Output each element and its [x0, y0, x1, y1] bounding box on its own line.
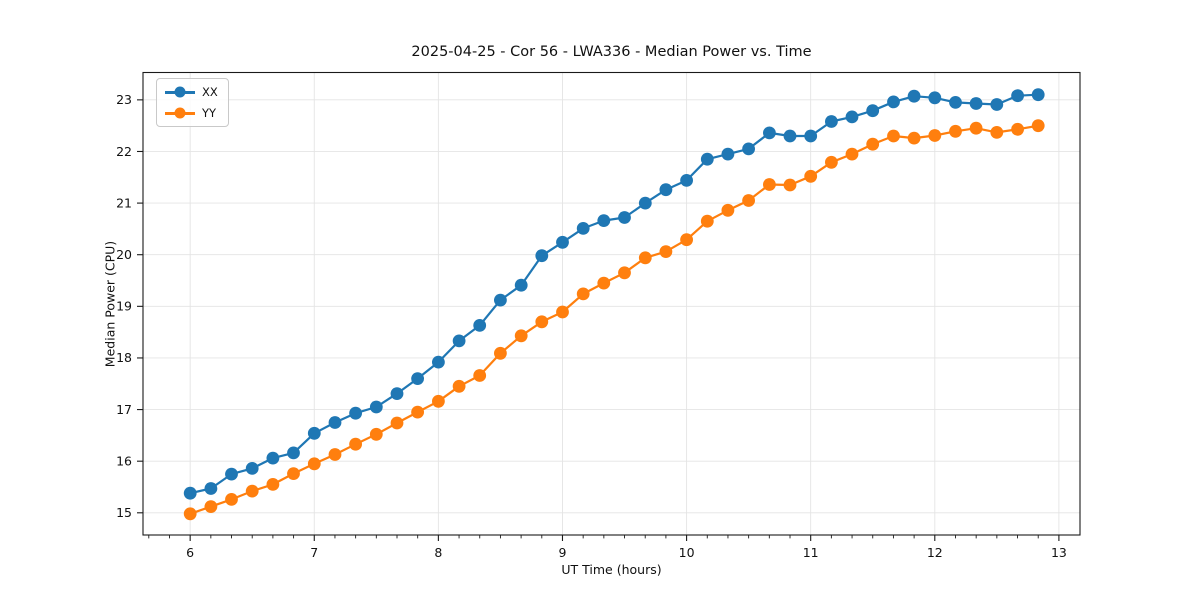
svg-text:21: 21	[116, 195, 132, 210]
svg-text:22: 22	[116, 144, 132, 159]
legend-entry-yy: YY	[165, 105, 218, 121]
svg-text:13: 13	[1051, 545, 1067, 560]
x-tick-labels: 6 7 8 9 10 11 12 13	[186, 545, 1067, 560]
x-axis-label: UT Time (hours)	[561, 562, 662, 577]
svg-text:10: 10	[679, 545, 695, 560]
svg-text:8: 8	[434, 545, 442, 560]
axis-ticks	[137, 99, 1060, 541]
svg-text:17: 17	[116, 402, 132, 417]
svg-text:12: 12	[927, 545, 943, 560]
plot-spines	[142, 71, 1081, 536]
svg-text:7: 7	[310, 545, 318, 560]
grid-lines	[143, 72, 1080, 535]
svg-text:11: 11	[803, 545, 819, 560]
svg-text:19: 19	[116, 299, 132, 314]
legend: XX YY	[156, 78, 229, 127]
svg-text:15: 15	[116, 505, 132, 520]
svg-text:16: 16	[116, 453, 132, 468]
legend-label-xx: XX	[202, 85, 218, 99]
svg-text:18: 18	[116, 350, 132, 365]
chart-title: 2025-04-25 - Cor 56 - LWA336 - Median Po…	[411, 44, 812, 60]
series-xx	[183, 88, 1045, 500]
svg-text:6: 6	[186, 545, 194, 560]
svg-text:23: 23	[116, 92, 132, 107]
legend-line-marker-xx-icon	[165, 84, 195, 100]
svg-text:9: 9	[559, 545, 567, 560]
svg-text:20: 20	[116, 247, 132, 262]
y-tick-labels: 15 16 17 18 19 20 21 22 23	[116, 92, 132, 520]
legend-entry-xx: XX	[165, 84, 218, 100]
legend-label-yy: YY	[202, 106, 217, 120]
series-yy	[183, 119, 1045, 521]
legend-line-marker-yy-icon	[165, 105, 195, 121]
y-axis-label: Median Power (CPU)	[102, 240, 118, 368]
